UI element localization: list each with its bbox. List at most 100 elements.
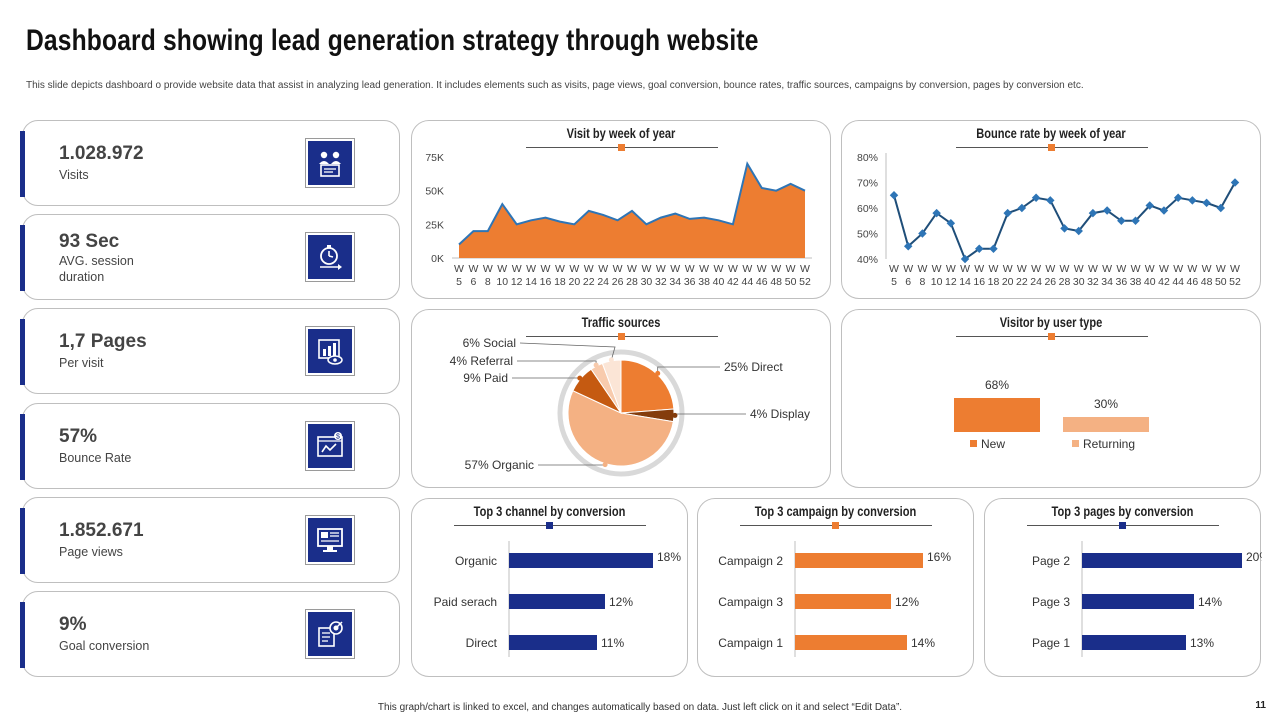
traffic-sources-panel: Traffic sources 25% Direct 4% Display 57% …: [411, 309, 831, 488]
kpi-card-goal-conversion[interactable]: 9% Goal conversion: [20, 591, 400, 677]
bar-returning: [1063, 417, 1149, 432]
title-marker: [1048, 333, 1055, 340]
x-tick-label: 26: [1044, 276, 1056, 288]
bar-value-label: 13%: [1190, 636, 1214, 650]
kpi-label: Page views: [59, 545, 123, 559]
y-tick-label: 80%: [857, 152, 878, 164]
kpi-card-visits[interactable]: 1.028.972 Visits: [20, 120, 400, 206]
kpi-label: Goal conversion: [59, 639, 150, 653]
x-tick-label: 12: [945, 276, 957, 288]
kpi-card-page-views[interactable]: 1.852.671 Page views: [20, 497, 400, 583]
x-tick-label: W: [1060, 263, 1070, 275]
kpi-value: 1.028.972: [59, 143, 144, 164]
x-tick-label: 36: [684, 276, 696, 288]
x-tick-label: 38: [698, 276, 710, 288]
x-tick-label: W: [685, 263, 695, 275]
x-tick-label: W: [656, 263, 666, 275]
footer-note: This graph/chart is linked to excel, and…: [377, 702, 903, 713]
y-tick-label: 25K: [425, 219, 444, 231]
x-tick-label: W: [641, 263, 651, 275]
chart-title: Bounce rate by week of year: [976, 126, 1126, 141]
bounce-line: [893, 182, 1236, 261]
x-tick-label: W: [613, 263, 623, 275]
y-tick-label: 75K: [425, 152, 444, 164]
pie-leader-dot: [655, 370, 661, 376]
x-tick-label: W: [1216, 263, 1226, 275]
kpi-card-bounce-rate[interactable]: 57% Bounce Rate $: [20, 403, 400, 489]
x-tick-label: W: [468, 263, 478, 275]
channel-bar-chart: Organic 18% Paid serach 12% Direct 11%: [434, 541, 681, 657]
bar: [1082, 635, 1186, 650]
bounce-point: [903, 242, 913, 251]
pages-conversion-panel: Top 3 pages by conversion Page 220%Page …: [984, 498, 1262, 677]
bar: [509, 635, 597, 650]
traffic-pie-chart: 25% Direct 4% Display 57% Organic 9% Paid 4%…: [450, 336, 810, 477]
x-tick-label: W: [1173, 263, 1183, 275]
bounce-point: [1046, 196, 1055, 205]
x-tick-label: W: [889, 263, 899, 275]
x-tick-label: 40: [1144, 276, 1156, 288]
pie-slice-direct: [620, 359, 675, 414]
title-marker: [832, 522, 839, 529]
kpi-accent-bar: [20, 225, 25, 291]
bar: [795, 635, 907, 650]
pie-label: 57% Organic: [465, 458, 534, 472]
bar: [1082, 553, 1242, 568]
bar: [795, 594, 891, 609]
bar-value-label: 16%: [927, 550, 951, 564]
x-tick-label: W: [1003, 263, 1013, 275]
bar-value-label: 12%: [895, 595, 919, 609]
x-tick-label: 52: [799, 276, 811, 288]
kpi-card-session-duration[interactable]: 93 Sec AVG. session duration: [20, 214, 400, 300]
x-tick-label: 52: [1229, 276, 1241, 288]
category-label: Page 2: [1032, 554, 1070, 568]
bounce-chart-panel: Bounce rate by week of year 40% 50% 60% 70%…: [841, 120, 1261, 299]
kpi-card-pages-per-visit[interactable]: 1,7 Pages Per visit: [20, 308, 400, 394]
x-tick-label: 48: [1201, 276, 1213, 288]
bounce-point: [1074, 226, 1083, 236]
x-tick-label: 12: [511, 276, 523, 288]
x-tick-label: W: [512, 263, 522, 275]
x-tick-label: 34: [669, 276, 681, 288]
pie-leader-line: [674, 413, 746, 416]
pie-label: 9% Paid: [463, 371, 508, 385]
x-tick-label: W: [757, 263, 767, 275]
legend-swatch: [970, 440, 977, 447]
x-tick-label: W: [569, 263, 579, 275]
visits-chart-panel: Visit by week of year 0K 25K 50K 75K W 5 W 6 W 8 W…: [411, 120, 831, 299]
pie-label: 25% Direct: [724, 360, 783, 374]
category-label: Page 1: [1032, 636, 1070, 650]
kpi-label: Bounce Rate: [59, 451, 132, 465]
category-label: Campaign 2: [718, 554, 783, 568]
x-tick-label: 44: [741, 276, 753, 288]
x-tick-label: 18: [554, 276, 566, 288]
x-tick-label: W: [526, 263, 536, 275]
x-tick-label: 26: [612, 276, 624, 288]
bounce-point: [1003, 208, 1012, 218]
x-tick-label: W: [1045, 263, 1055, 275]
page-number: 11: [1255, 700, 1266, 711]
x-tick-label: 36: [1115, 276, 1127, 288]
kpi-label: Visits: [59, 168, 89, 182]
x-tick-label: W: [1116, 263, 1126, 275]
category-label: Campaign 3: [718, 595, 783, 609]
x-tick-label: 48: [770, 276, 782, 288]
chart-title: Top 3 channel by conversion: [473, 504, 626, 519]
user-type-panel: Visitor by user type 68% 30% New Returning: [841, 309, 1261, 488]
x-tick-label: W: [541, 263, 551, 275]
bar-value-label: 12%: [609, 595, 633, 609]
x-tick-label: 14: [525, 276, 537, 288]
chart-title: Top 3 campaign by conversion: [754, 504, 917, 519]
pie-leader-dot: [602, 462, 608, 468]
x-tick-label: W: [1102, 263, 1112, 275]
x-tick-label: W: [584, 263, 594, 275]
pie-leader-dot: [577, 375, 583, 381]
x-tick-label: 42: [727, 276, 739, 288]
x-tick-label: 28: [1059, 276, 1071, 288]
bounce-point: [889, 191, 899, 200]
x-tick-label: 5: [891, 276, 897, 288]
bar-value-label: 14%: [1198, 595, 1222, 609]
x-tick-label: W: [974, 263, 984, 275]
y-tick-label: 50%: [857, 229, 878, 241]
x-tick-label: 6: [905, 276, 911, 288]
